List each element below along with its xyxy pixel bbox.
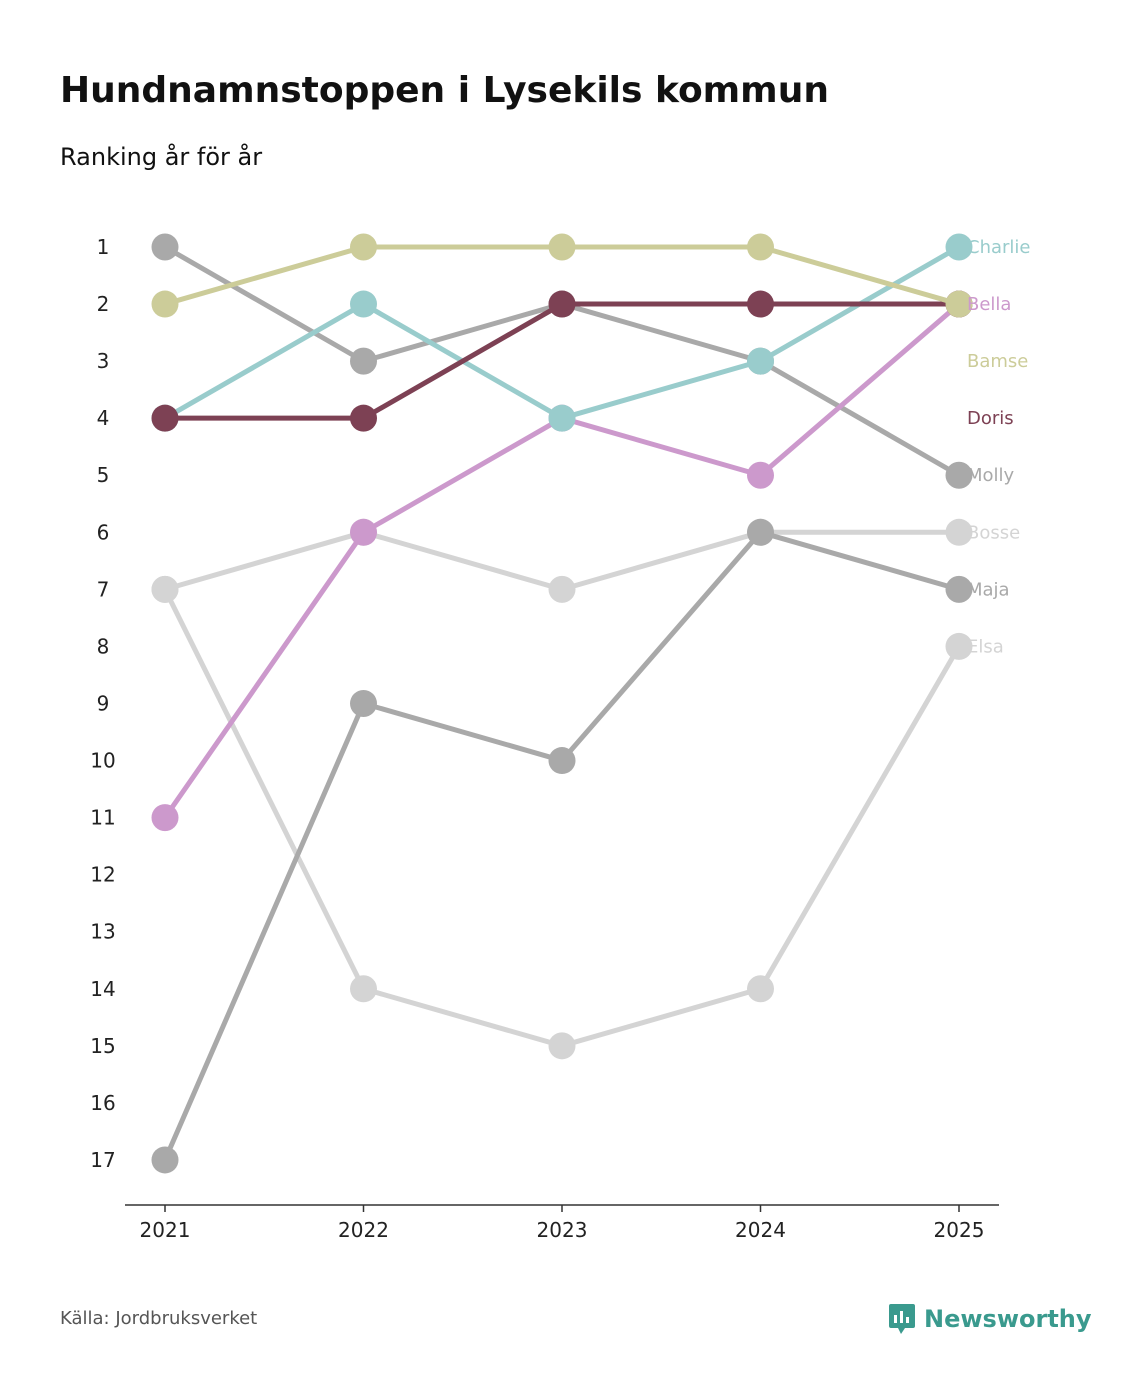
y-tick-label: 6 <box>97 520 110 544</box>
data-point-doris <box>548 290 576 318</box>
series-elsa <box>151 575 973 1060</box>
y-tick-label: 17 <box>90 1148 115 1172</box>
data-point-bella <box>151 804 179 832</box>
series-line-molly <box>162 244 962 478</box>
source-note: Källa: Jordbruksverket <box>60 1308 258 1329</box>
series-bamse <box>151 233 973 318</box>
y-tick-label: 2 <box>97 292 110 316</box>
y-tick-label: 16 <box>90 1091 115 1115</box>
y-tick-label: 4 <box>97 406 110 430</box>
y-tick-label: 9 <box>97 691 110 715</box>
series-bosse <box>151 518 973 603</box>
data-point-molly <box>350 347 377 375</box>
series-line-bella <box>162 301 962 821</box>
data-point-bosse <box>945 518 973 546</box>
x-tick-label: 2022 <box>338 1218 389 1242</box>
data-point-charlie <box>350 290 377 318</box>
y-tick-label: 15 <box>90 1034 115 1058</box>
data-point-bosse <box>151 575 179 603</box>
y-tick-label: 8 <box>97 634 110 658</box>
data-point-bamse <box>350 233 377 261</box>
data-point-bamse <box>945 290 973 318</box>
x-tick-label: 2021 <box>140 1218 191 1242</box>
data-point-doris <box>350 404 377 432</box>
series-label-bella: Bella <box>967 294 1011 315</box>
data-point-bamse <box>747 233 774 261</box>
y-tick-label: 5 <box>97 463 110 487</box>
data-point-charlie <box>548 404 576 432</box>
data-point-elsa <box>945 632 973 660</box>
y-tick-label: 7 <box>97 577 110 601</box>
series-label-molly: Molly <box>967 465 1015 486</box>
series-line-charlie <box>162 244 962 421</box>
data-point-elsa <box>350 975 377 1003</box>
data-point-molly <box>945 461 973 489</box>
data-point-bella <box>350 518 377 546</box>
series-labels: Charlie Bella Bamse Doris Molly Bosse Maja Elsa <box>967 237 1030 657</box>
data-point-elsa <box>548 1032 576 1060</box>
series-maja <box>151 518 973 1174</box>
brand-name: Newsworthy <box>924 1305 1092 1333</box>
x-tick-label: 2024 <box>735 1218 786 1242</box>
data-point-molly <box>151 233 179 261</box>
y-tick-label: 10 <box>90 749 115 773</box>
series-charlie <box>151 233 973 432</box>
data-point-charlie <box>945 233 973 261</box>
data-point-elsa <box>747 975 774 1003</box>
series-line-doris <box>162 301 962 421</box>
series-label-maja: Maja <box>967 579 1010 600</box>
data-point-maja <box>151 1146 179 1174</box>
data-point-maja <box>548 747 576 775</box>
series-label-doris: Doris <box>967 408 1014 429</box>
y-tick-label: 11 <box>90 806 115 830</box>
y-tick-label: 14 <box>90 977 115 1001</box>
data-point-bella <box>747 461 774 489</box>
data-point-maja <box>945 575 973 603</box>
data-point-maja <box>747 518 774 546</box>
series-label-charlie: Charlie <box>967 237 1030 258</box>
series-line-elsa <box>162 586 962 1049</box>
newsworthy-logo-icon <box>889 1304 915 1334</box>
chart-title: Hundnamnstoppen i Lysekils kommun <box>60 70 829 111</box>
y-tick-label: 12 <box>90 863 115 887</box>
data-point-charlie <box>747 347 774 375</box>
data-point-bosse <box>548 575 576 603</box>
brand-logo[interactable]: Newsworthy <box>888 1302 1092 1336</box>
x-axis: 2021 2022 2023 2024 2025 <box>125 1204 999 1242</box>
y-tick-label: 13 <box>90 920 115 944</box>
chart-subtitle: Ranking år för år <box>60 143 263 171</box>
series-line-maja <box>162 529 962 1163</box>
y-tick-label: 3 <box>97 349 110 373</box>
data-point-doris <box>151 404 179 432</box>
series-label-elsa: Elsa <box>967 636 1004 657</box>
data-point-maja <box>350 689 377 717</box>
y-tick-label: 1 <box>97 235 110 259</box>
data-point-bamse <box>548 233 576 261</box>
x-tick-label: 2025 <box>934 1218 985 1242</box>
series-label-bamse: Bamse <box>967 351 1028 372</box>
data-point-bamse <box>151 290 179 318</box>
series-label-bosse: Bosse <box>967 522 1020 543</box>
data-point-doris <box>747 290 774 318</box>
x-tick-label: 2023 <box>537 1218 588 1242</box>
